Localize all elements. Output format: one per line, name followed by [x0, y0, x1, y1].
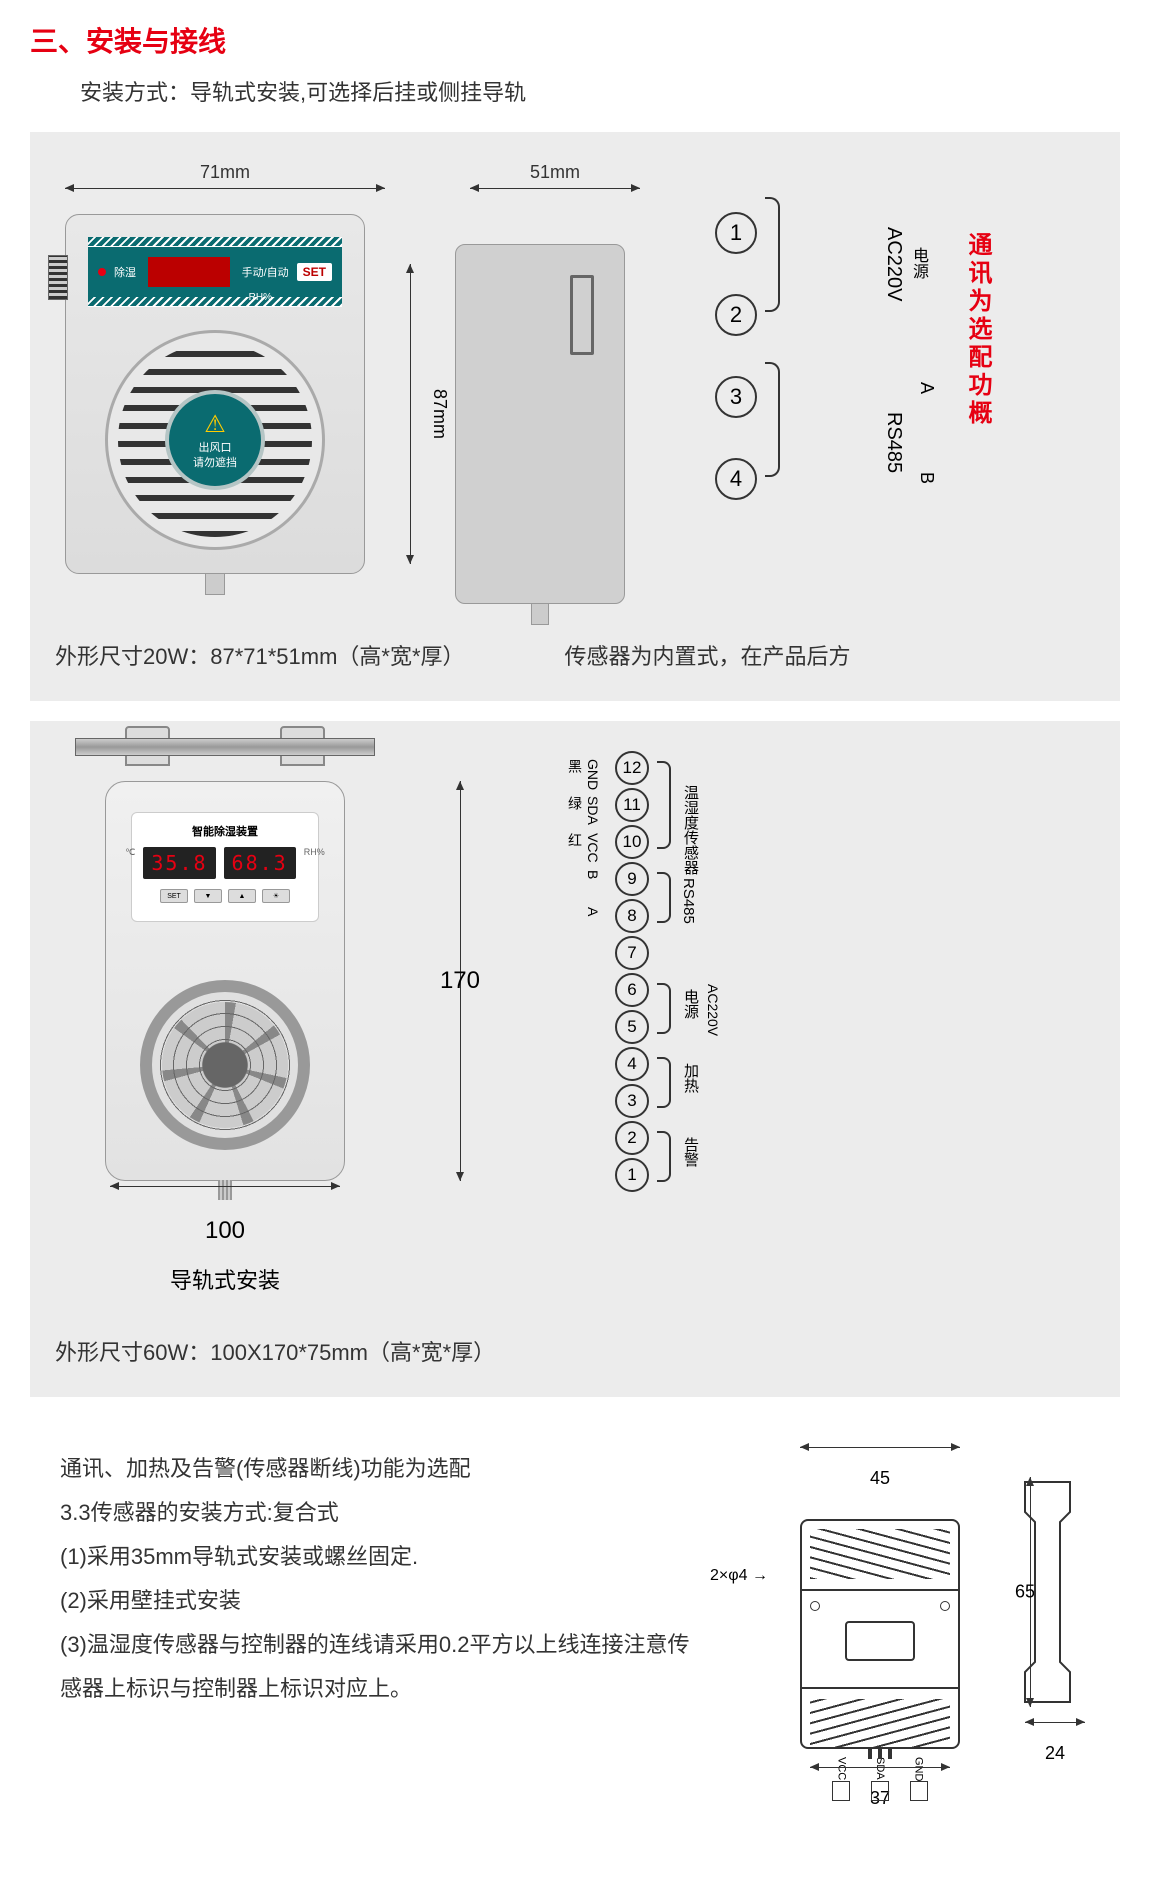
lcd-temp: 35.8	[143, 847, 215, 879]
terminal-nodes: 1 2 3 4	[715, 212, 757, 540]
terminal-pin-11: 11	[615, 788, 649, 822]
terminal-pin-2: 2	[615, 1121, 649, 1155]
caption-20w-dims: 外形尺寸20W：87*71*51mm（高*宽*厚）	[55, 639, 465, 671]
warn-text-2: 请勿遮挡	[193, 456, 237, 470]
dim-height-87: 87mm	[400, 264, 435, 564]
device-b-body: 智能除湿装置 ℃ 35.8 68.3 RH% SET ▼ ▲ ☀	[105, 781, 345, 1181]
btn-mode[interactable]: ☀	[262, 889, 290, 903]
dim-width-71: 71mm	[55, 162, 395, 183]
fan-grille: ⚠ 出风口 请勿遮挡	[105, 330, 325, 550]
caption-60w-dims: 外形尺寸60W：100X170*75mm（高*宽*厚）	[55, 1335, 1095, 1367]
terminal-pin-8: 8	[615, 899, 649, 933]
drain-outlet	[205, 573, 225, 595]
dim-100: 100	[55, 1217, 395, 1245]
terminal-4pin: 通讯为选配功概 AC220V 电源 RS485 A B 1 2 3 4	[715, 182, 995, 562]
btn-set[interactable]: SET	[160, 889, 188, 903]
rh-label: RH%	[249, 292, 272, 303]
side-drain	[531, 603, 549, 625]
set-button[interactable]: SET	[297, 263, 332, 281]
mount-type-label: 导轨式安装	[55, 1263, 395, 1295]
pin-a-label: A	[916, 382, 937, 394]
side-slot	[570, 275, 594, 355]
terminal-pin-1: 1	[615, 1158, 649, 1192]
install-subtitle: 安装方式：导轨式安装,可选择后挂或侧挂导轨	[80, 75, 1120, 107]
terminal-pin-12: 12	[615, 751, 649, 785]
terminal-note-red: 通讯为选配功概	[960, 232, 995, 428]
terminal-pin-6: 6	[615, 973, 649, 1007]
sensor-front-view: 45 2×φ4 → VCC SDA GND	[770, 1447, 990, 1809]
dehumid-label: 除湿	[114, 264, 136, 280]
hole-spec: 2×φ4 →	[710, 1567, 768, 1585]
caption-sensor-builtin: 传感器为内置式，在产品后方	[565, 639, 851, 671]
terminal-2: 2	[715, 294, 757, 336]
terminal-1: 1	[715, 212, 757, 254]
terminal-12pin: GNDSDAVCCBA 121110987654321 告警加热电源AC220V…	[515, 751, 1015, 1201]
terminal-pin-3: 3	[615, 1084, 649, 1118]
device-title: 智能除湿装置	[142, 823, 308, 839]
rail-clip	[48, 255, 68, 300]
terminal-3: 3	[715, 376, 757, 418]
warn-text-1: 出风口	[193, 441, 237, 455]
sensor-notes: 通讯、加热及告警(传感器断线)功能为选配 3.3传感器的安装方式:复合式 (1)…	[60, 1447, 710, 1711]
fan-warning: ⚠ 出风口 请勿遮挡	[165, 390, 265, 490]
side-body	[455, 244, 625, 604]
drain-60w	[218, 1180, 232, 1200]
rail-mount	[95, 726, 355, 776]
device-a-body: 除湿 手动/自动 SET RH% ⚠	[65, 214, 365, 574]
terminal-pin-9: 9	[615, 862, 649, 896]
warning-icon: ⚠	[204, 410, 226, 439]
device-60w: 智能除湿装置 ℃ 35.8 68.3 RH% SET ▼ ▲ ☀	[55, 751, 395, 1295]
panel-60w: 智能除湿装置 ℃ 35.8 68.3 RH% SET ▼ ▲ ☀	[30, 721, 1120, 1397]
lcd-humidity: 68.3	[224, 847, 296, 879]
device-20w-front: 71mm 除湿 手动/自动 SET	[55, 162, 395, 574]
terminal-4: 4	[715, 458, 757, 500]
terminal-pin-10: 10	[615, 825, 649, 859]
btn-up[interactable]: ▲	[228, 889, 256, 903]
terminal-pin-7: 7	[615, 936, 649, 970]
btn-down[interactable]: ▼	[194, 889, 222, 903]
ac220-label: AC220V	[882, 227, 905, 302]
dim-arrow	[65, 188, 385, 206]
sensor-side-view: 24	[1020, 1447, 1090, 1764]
mode-label: 手动/自动	[242, 264, 289, 280]
device-20w-side: 51mm	[455, 162, 655, 604]
terminal-pin-5: 5	[615, 1010, 649, 1044]
led-indicator	[98, 268, 106, 276]
lcd-display	[148, 257, 230, 287]
dim-depth-51: 51mm	[455, 162, 655, 183]
display-panel: 智能除湿装置 ℃ 35.8 68.3 RH% SET ▼ ▲ ☀	[131, 812, 319, 922]
fan-60w	[140, 980, 310, 1150]
sensor-body: VCC SDA GND	[800, 1519, 960, 1749]
control-panel: 除湿 手动/自动 SET RH%	[88, 237, 342, 307]
section-sensor: 通讯、加热及告警(传感器断线)功能为选配 3.3传感器的安装方式:复合式 (1)…	[30, 1417, 1120, 1839]
rs485-label: RS485	[882, 412, 905, 473]
panel-20w: 71mm 除湿 手动/自动 SET	[30, 132, 1120, 701]
section-title: 三、安装与接线	[30, 20, 1120, 60]
power-sub: 电源	[906, 247, 930, 279]
terminal-pin-4: 4	[615, 1047, 649, 1081]
pin-b-label: B	[916, 472, 937, 484]
